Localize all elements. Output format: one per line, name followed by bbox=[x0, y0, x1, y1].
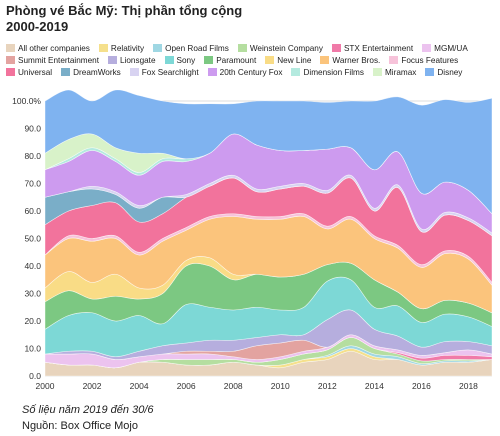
chart-title-line-2: 2000-2019 bbox=[6, 19, 69, 34]
y-tick-label: 70.0 bbox=[24, 179, 41, 189]
legend-item: Dimension Films bbox=[291, 68, 364, 77]
legend-label: Universal bbox=[18, 67, 53, 77]
legend-swatch bbox=[61, 68, 71, 76]
legend-label: Warner Bros. bbox=[332, 55, 381, 65]
legend-item: Lionsgate bbox=[108, 56, 156, 65]
y-tick-label: 0.0 bbox=[29, 371, 41, 381]
legend-item: Disney bbox=[425, 68, 462, 77]
legend-item: All other companies bbox=[6, 44, 90, 53]
legend-item: Relativity bbox=[98, 43, 145, 53]
x-tick-label: 2016 bbox=[412, 381, 431, 391]
legend-swatch bbox=[6, 44, 15, 52]
legend-label: Paramount bbox=[216, 55, 257, 65]
legend-row: All other companies Relativity Open Road F… bbox=[6, 42, 500, 54]
legend-label: All other companies bbox=[18, 43, 90, 53]
stacked-area-chart: 0.0 10.0 20.0 30.0 40.0 50.0 60.0 70.0 80.0 90.0 1… bbox=[12, 90, 493, 391]
legend-swatch bbox=[204, 56, 214, 64]
legend-item: Fox Searchlight bbox=[129, 67, 199, 77]
x-tick-label: 2008 bbox=[224, 381, 243, 391]
legend-label: Lionsgate bbox=[120, 55, 156, 65]
legend-item: STX Entertainment bbox=[331, 43, 414, 53]
legend-label: Sony bbox=[176, 55, 196, 65]
legend-swatch bbox=[129, 68, 139, 76]
legend-label: Relativity bbox=[110, 43, 145, 53]
legend-item: MGM/UA bbox=[422, 44, 468, 53]
footnote: Số liệu năm 2019 đến 30/6 bbox=[22, 404, 154, 416]
legend-label: Dimension Films bbox=[303, 67, 364, 77]
legend-label: New Line bbox=[277, 55, 312, 65]
legend-item: Focus Features bbox=[389, 56, 458, 65]
legend-row: Summit Entertainment Lionsgate Sony Paramou… bbox=[6, 54, 500, 66]
legend-label: Weinstein Company bbox=[249, 43, 323, 53]
y-tick-label: 100.0% bbox=[12, 96, 41, 106]
x-tick-label: 2002 bbox=[83, 381, 102, 391]
legend-item: Warner Bros. bbox=[320, 56, 380, 65]
legend-swatch bbox=[6, 56, 15, 64]
legend-item: New Line bbox=[265, 56, 311, 65]
legend-swatch bbox=[237, 44, 247, 52]
legend-swatch bbox=[164, 56, 174, 64]
chart-title-line-1: Phòng vé Bắc Mỹ: Thị phần tổng cộng bbox=[6, 3, 243, 18]
legend-item: Sony bbox=[164, 55, 196, 65]
legend-label: Fox Searchlight bbox=[141, 67, 199, 77]
legend-label: MGM/UA bbox=[434, 43, 468, 53]
x-tick-label: 2012 bbox=[318, 381, 337, 391]
y-tick-label: 10.0 bbox=[24, 344, 41, 354]
legend-swatch bbox=[98, 44, 108, 52]
legend-item: Summit Entertainment bbox=[6, 56, 99, 65]
chart-title: Phòng vé Bắc Mỹ: Thị phần tổng cộng 2000… bbox=[6, 3, 242, 35]
legend-swatch bbox=[372, 68, 382, 76]
y-tick-label: 80.0 bbox=[24, 151, 41, 161]
legend-swatch bbox=[331, 44, 341, 52]
x-tick-label: 2014 bbox=[365, 381, 384, 391]
legend-item: Weinstein Company bbox=[237, 43, 323, 53]
legend-swatch bbox=[425, 68, 435, 76]
legend-label: Focus Features bbox=[401, 55, 459, 65]
legend-swatch bbox=[108, 56, 117, 64]
legend-item: Miramax bbox=[372, 67, 417, 77]
legend-label: Disney bbox=[437, 67, 463, 77]
legend-label: Miramax bbox=[384, 67, 417, 77]
legend-swatch bbox=[422, 44, 432, 52]
legend-row: Universal DreamWorks Fox Searchlight 20th C… bbox=[6, 66, 500, 78]
legend-item: DreamWorks bbox=[61, 68, 121, 77]
y-tick-label: 30.0 bbox=[24, 289, 41, 299]
y-tick-label: 60.0 bbox=[24, 206, 41, 216]
legend-item: Universal bbox=[6, 68, 52, 77]
chart-legend: All other companies Relativity Open Road F… bbox=[6, 42, 500, 78]
x-tick-label: 2010 bbox=[271, 381, 290, 391]
y-tick-label: 50.0 bbox=[24, 234, 41, 244]
legend-item: 20th Century Fox bbox=[207, 67, 283, 77]
legend-label: Summit Entertainment bbox=[18, 55, 99, 65]
x-tick-label: 2004 bbox=[130, 381, 149, 391]
legend-item: Open Road Films bbox=[153, 44, 229, 53]
y-tick-label: 20.0 bbox=[24, 316, 41, 326]
x-tick-label: 2006 bbox=[177, 381, 196, 391]
legend-swatch bbox=[389, 56, 399, 64]
legend-label: Open Road Films bbox=[165, 43, 229, 53]
legend-swatch bbox=[265, 56, 275, 64]
y-tick-label: 90.0 bbox=[24, 124, 41, 134]
legend-label: DreamWorks bbox=[73, 67, 121, 77]
legend-swatch bbox=[153, 44, 163, 52]
legend-label: 20th Century Fox bbox=[219, 67, 283, 77]
legend-swatch bbox=[291, 68, 301, 76]
area-series bbox=[44, 90, 493, 215]
legend-item: Paramount bbox=[204, 56, 256, 65]
x-tick-label: 2018 bbox=[459, 381, 478, 391]
source-note: Nguồn: Box Office Mojo bbox=[22, 420, 138, 432]
legend-swatch bbox=[320, 56, 330, 64]
legend-swatch bbox=[6, 68, 15, 76]
legend-swatch bbox=[207, 68, 217, 76]
y-tick-label: 40.0 bbox=[24, 261, 41, 271]
x-tick-label: 2000 bbox=[36, 381, 55, 391]
legend-label: STX Entertainment bbox=[343, 43, 414, 53]
